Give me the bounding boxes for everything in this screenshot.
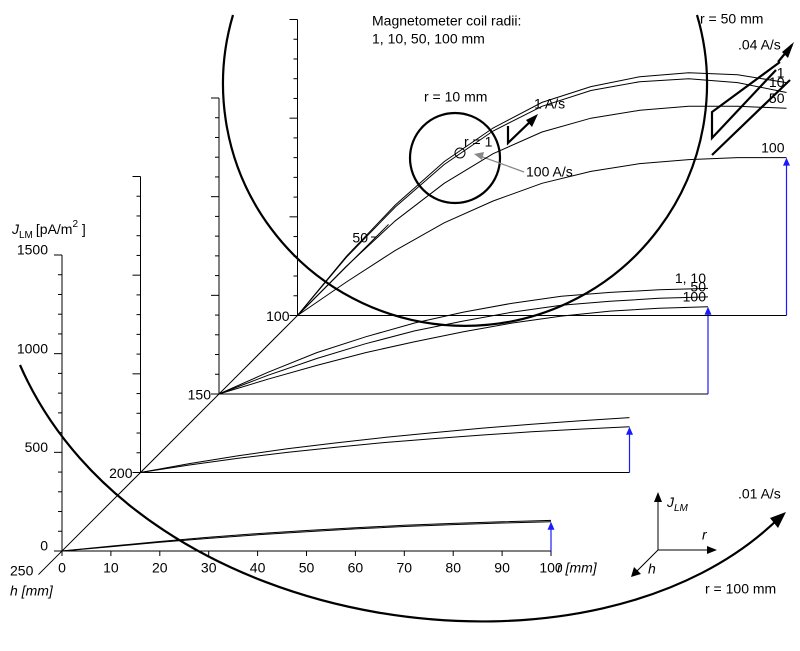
curve bbox=[61, 519, 552, 552]
y-label-sup: 2 bbox=[72, 219, 78, 230]
end-marker-head bbox=[704, 306, 712, 315]
y-tick-label: 1500 bbox=[17, 242, 48, 258]
h-tick-label: 200 bbox=[109, 465, 133, 481]
h-tick-label: 250 bbox=[10, 563, 34, 579]
y-axis-label: JLM [pA/m2 ] bbox=[11, 219, 86, 241]
series-label: 50 bbox=[690, 279, 706, 295]
h-tick-label: 150 bbox=[188, 387, 212, 403]
curve bbox=[297, 78, 787, 316]
coil-arc-100 bbox=[18, 364, 783, 623]
annotation: .01 A/s bbox=[738, 486, 781, 502]
curve bbox=[218, 296, 709, 395]
h-tick-label: 100 bbox=[266, 308, 290, 324]
h-tick-label: 50 bbox=[352, 230, 368, 246]
series-label: 100 bbox=[761, 139, 785, 155]
x-tick-label: 90 bbox=[494, 560, 510, 576]
curve bbox=[140, 426, 630, 473]
glyph-j: J bbox=[666, 494, 675, 510]
annotation: .04 A/s bbox=[738, 37, 781, 53]
glyph-label: h bbox=[648, 561, 656, 577]
coil-circle-50 bbox=[221, 14, 709, 327]
y-label-unit: [pA/m bbox=[36, 221, 73, 237]
curve bbox=[218, 306, 709, 395]
y-tick-label: 1000 bbox=[17, 340, 48, 356]
x-axis-label: r [mm] bbox=[557, 560, 598, 576]
glyph-label: JLM bbox=[666, 494, 689, 514]
title: Magnetometer coil radii: bbox=[372, 13, 521, 29]
x-tick-label: 40 bbox=[250, 560, 266, 576]
annotation: r = 50 mm bbox=[700, 11, 763, 27]
curve bbox=[297, 105, 787, 316]
x-tick-label: 70 bbox=[397, 560, 413, 576]
end-marker-head bbox=[547, 521, 555, 530]
arrow-head bbox=[770, 512, 786, 528]
rate-arrow-1 bbox=[479, 155, 525, 173]
curve bbox=[297, 157, 787, 316]
coil-circle-10 bbox=[408, 111, 502, 205]
x-tick-label: 80 bbox=[445, 560, 461, 576]
curve bbox=[218, 287, 709, 395]
glyph-label: r bbox=[702, 527, 708, 543]
x-tick-label: 50 bbox=[299, 560, 315, 576]
coil-circle-1 bbox=[454, 147, 466, 159]
arrow-head bbox=[782, 42, 794, 58]
series-label: 100 bbox=[683, 288, 707, 304]
end-marker-head bbox=[626, 426, 633, 435]
annotation: r = 100 mm bbox=[705, 581, 776, 597]
axis-glyph bbox=[633, 497, 712, 575]
arrow-head bbox=[474, 152, 484, 160]
x-tick-label: 30 bbox=[201, 560, 217, 576]
curve bbox=[140, 417, 630, 473]
plane bbox=[132, 176, 633, 473]
y-label-symbol: J bbox=[11, 221, 20, 237]
series-label: 1, 10 bbox=[675, 270, 706, 286]
x-tick-label: 10 bbox=[103, 560, 119, 576]
y-tick-label: 0 bbox=[40, 538, 48, 554]
annotation: r = 10 mm bbox=[424, 89, 487, 105]
end-marker-head bbox=[783, 157, 790, 166]
series-label: 1 bbox=[777, 64, 785, 80]
h-axis-label: h [mm] bbox=[10, 583, 54, 599]
curve bbox=[61, 521, 552, 552]
series-label: 10 bbox=[769, 74, 785, 90]
arrow-head bbox=[526, 114, 538, 127]
x-tick-label: 100 bbox=[539, 560, 563, 576]
curve bbox=[297, 72, 787, 316]
series-label: 50 bbox=[769, 90, 785, 106]
rate-arrow-10 bbox=[506, 79, 791, 156]
title: 1, 10, 50, 100 mm bbox=[372, 31, 485, 47]
y-tick-label: 500 bbox=[25, 439, 49, 455]
y-label-unit-end: ] bbox=[78, 221, 86, 237]
x-tick-label: 60 bbox=[348, 560, 364, 576]
y-label-sub: LM bbox=[19, 230, 33, 241]
x-tick-label: 20 bbox=[152, 560, 168, 576]
glyph-j-sub: LM bbox=[674, 503, 689, 514]
annotation: 100 A/s bbox=[526, 164, 573, 180]
x-tick-label: 0 bbox=[58, 560, 66, 576]
